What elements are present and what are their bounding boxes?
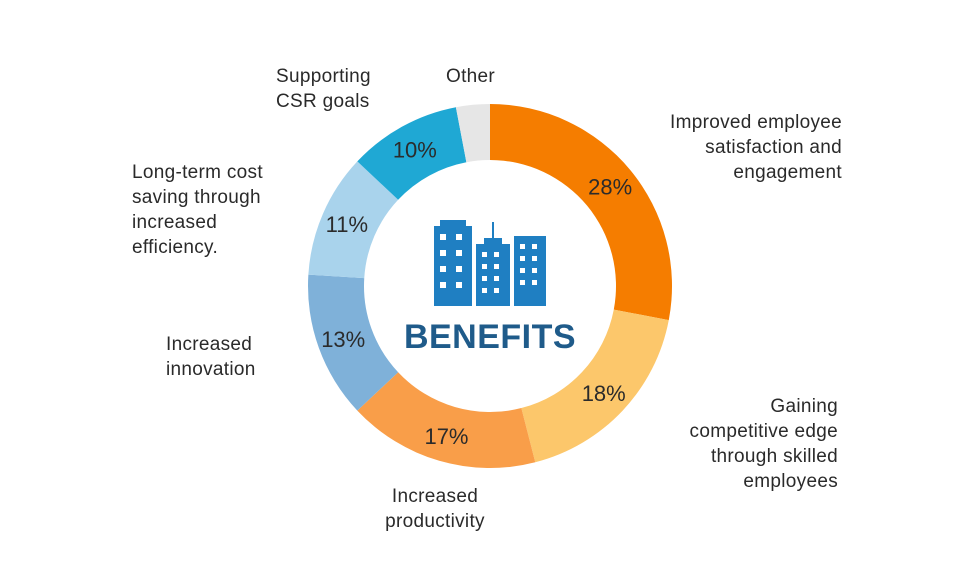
label-line: Gaining (770, 396, 838, 417)
label-line: Supporting (276, 66, 371, 87)
label-line: innovation (166, 359, 256, 380)
donut-slice-5 (308, 161, 399, 279)
slice-value-label: 17% (424, 424, 468, 449)
donut-slice-7 (455, 104, 490, 163)
slice-value-label: 28% (588, 175, 632, 200)
label-line: saving through (132, 187, 261, 208)
slice-label-productivity: Increased productivity (360, 484, 510, 534)
label-line: Increased (391, 486, 479, 507)
label-line: satisfaction and (705, 137, 842, 158)
label-line: Long-term cost (132, 162, 263, 183)
label-line: efficiency. (132, 237, 219, 258)
slice-value-label: 13% (321, 327, 365, 352)
slice-label-competitive-edge: Gaining competitive edge through skilled… (620, 394, 838, 494)
label-line: Other (446, 66, 496, 87)
donut-slice-2 (521, 309, 669, 463)
label-line: through skilled (710, 446, 838, 467)
slice-value-label: 18% (582, 381, 626, 406)
slice-value-label: 10% (393, 137, 437, 162)
donut-slice-4 (308, 274, 399, 411)
label-line: CSR goals (276, 91, 370, 112)
center-title: BENEFITS (404, 318, 576, 356)
label-line: Improved employee (670, 112, 842, 133)
label-line: engagement (733, 162, 842, 183)
donut-slice-3 (357, 372, 536, 468)
donut-slice-6 (357, 107, 467, 200)
label-line: productivity (385, 511, 485, 532)
donut-slice-1 (490, 104, 672, 321)
buildings-icon (434, 220, 546, 306)
slice-label-csr: Supporting CSR goals (276, 64, 406, 114)
label-line: Increased (166, 334, 253, 355)
slice-label-other: Other (446, 64, 526, 89)
slice-value-labels: 28% 18% 17% 13% 11% 10% (321, 137, 632, 449)
slice-value-label: 11% (326, 212, 368, 237)
slice-label-satisfaction: Improved employee satisfaction and engag… (600, 110, 842, 185)
slice-label-innovation: Increased innovation (166, 332, 296, 382)
donut-slices (308, 104, 672, 468)
slice-label-cost-saving: Long-term cost saving through increased … (132, 160, 312, 260)
label-line: employees (743, 471, 838, 492)
label-line: increased (132, 212, 218, 233)
label-line: competitive edge (689, 421, 838, 442)
